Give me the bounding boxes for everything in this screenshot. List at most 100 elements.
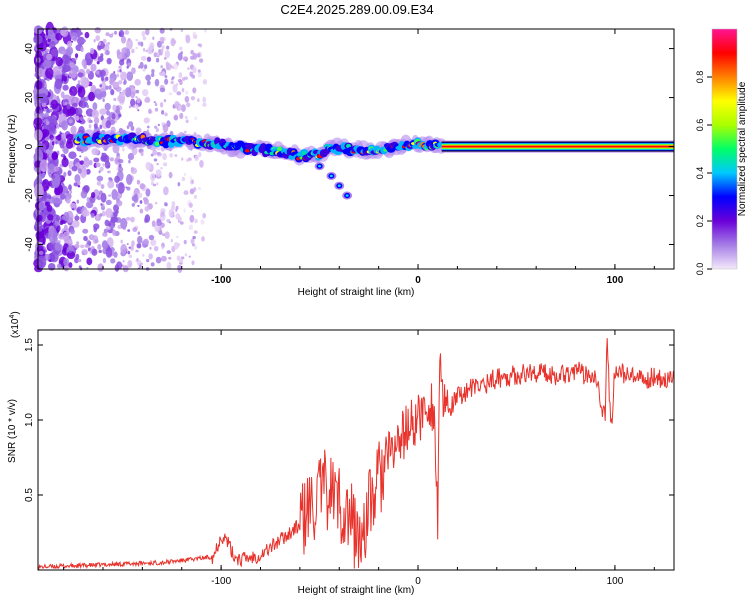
speckle-dot (115, 86, 122, 92)
speckle-dot (128, 105, 132, 109)
speckle-dot (101, 210, 106, 217)
speckle-dot (108, 85, 112, 90)
speckle-dot (59, 220, 64, 225)
speckle-dot (169, 153, 173, 158)
speckle-dot (59, 131, 62, 135)
speckle-dot (171, 76, 175, 79)
speckle-dot (85, 68, 91, 75)
speckle-dot (135, 89, 140, 94)
speckle-dot (202, 96, 207, 103)
speckle-dot (73, 207, 77, 211)
speckle-dot (130, 98, 136, 107)
speckle-dot (125, 186, 128, 189)
speckle-dot (63, 258, 70, 267)
speckle-dot (35, 149, 44, 162)
speckle-dot (90, 63, 97, 72)
colorbar-tick-label: 0.8 (695, 71, 705, 84)
speckle-dot (79, 155, 82, 158)
speckle-dot (82, 209, 90, 217)
speckle-dot (90, 191, 96, 199)
speckle-dot (111, 81, 120, 88)
speckle-dot (139, 183, 146, 190)
speckle-dot (98, 249, 102, 254)
speckle-dot (189, 55, 195, 60)
speckle-dot (140, 152, 144, 156)
speckle-dot (116, 51, 124, 60)
speckle-dot (75, 213, 78, 216)
speckle-dot (143, 238, 150, 245)
speckle-dot (164, 202, 168, 207)
speckle-dot (42, 59, 52, 69)
speckle-dot (51, 152, 58, 161)
speckle-dot (53, 166, 59, 172)
speckle-dot (202, 79, 207, 85)
speckle-dot (155, 57, 160, 63)
speckle-dot (114, 30, 117, 35)
speckle-dot (88, 119, 93, 124)
speckle-dot (80, 96, 86, 103)
speckle-dot (109, 157, 114, 162)
speckle-dot (197, 187, 202, 191)
spectrogram-x-label: Height of straight line (km) (298, 287, 415, 298)
speckle-dot (83, 185, 90, 193)
speckle-dot (176, 235, 179, 238)
speckle-dot (36, 176, 42, 184)
speckle-dot (154, 201, 158, 205)
speckle-dot (120, 71, 128, 81)
speckle-dot (128, 254, 133, 259)
snr-y-label: SNR (10 * v/v) (7, 399, 18, 463)
speckle-dot (155, 169, 162, 177)
speckle-dot (110, 224, 114, 229)
speckle-dot (73, 97, 80, 104)
ridge-tail-core (345, 194, 349, 197)
speckle-dot (163, 186, 169, 196)
speckle-dot (75, 253, 80, 260)
speckle-dot (77, 86, 86, 98)
speckle-dot (88, 124, 92, 129)
speckle-dot (80, 75, 88, 86)
speckle-dot (149, 246, 152, 250)
speckle-dot (47, 107, 50, 111)
speckle-dot (197, 98, 200, 103)
speckle-dot (179, 221, 184, 225)
speckle-dot (132, 227, 138, 232)
speckle-dot (37, 67, 44, 77)
speckle-dot (185, 90, 189, 95)
speckle-dot (47, 28, 52, 33)
speckle-dot (130, 216, 135, 223)
speckle-dot (131, 240, 135, 247)
speckle-dot (94, 27, 101, 34)
speckle-dot (144, 97, 151, 103)
speckle-dot (135, 96, 138, 99)
speckle-dot (118, 159, 124, 164)
speckle-dot (64, 73, 69, 77)
speckle-dot (160, 255, 167, 262)
speckle-dot (152, 149, 158, 156)
speckle-dot (173, 63, 179, 70)
speckle-dot (55, 56, 63, 67)
speckle-dot (132, 91, 136, 95)
speckle-dot (187, 67, 190, 71)
snr-frame (37, 329, 675, 571)
speckle-dot (83, 235, 88, 241)
speckle-dot (151, 175, 155, 179)
speckle-dot (44, 77, 47, 80)
speckle-dot (101, 152, 104, 156)
speckle-dot (157, 123, 161, 127)
speckle-dot (51, 141, 55, 146)
speckle-dot (184, 130, 187, 134)
y-tick-label: 20 (24, 92, 35, 104)
speckle-dot (97, 244, 102, 250)
speckle-dot (105, 120, 112, 129)
y-tick-label: -40 (24, 237, 35, 252)
speckle-dot (96, 214, 99, 218)
speckle-dot (74, 53, 79, 59)
speckle-dot (138, 65, 141, 69)
speckle-dot (158, 49, 161, 53)
speckle-dot (83, 157, 90, 168)
speckle-dot (168, 209, 174, 218)
speckle-dot (74, 215, 80, 221)
speckle-dot (189, 214, 195, 223)
speckle-dot (92, 199, 95, 203)
speckle-dot (80, 46, 84, 53)
